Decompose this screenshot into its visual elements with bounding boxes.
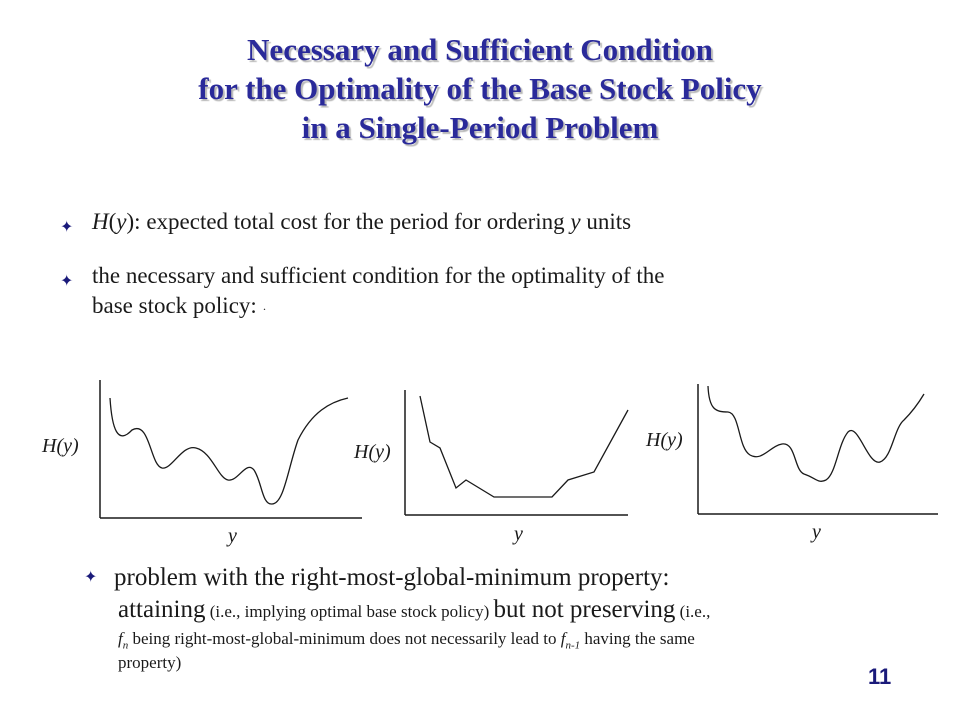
y-variable-2: y <box>570 209 581 234</box>
problem-line-1: problem with the right-most-global-minim… <box>114 564 670 591</box>
slide-title: Necessary and Sufficient Condition for t… <box>0 30 960 147</box>
bullet-star-icon: ✦ <box>60 271 74 290</box>
graph-2: H(y) y <box>353 390 629 545</box>
title-line-2: for the Optimality of the Base Stock Pol… <box>198 71 762 106</box>
page-number: 11 <box>868 664 892 689</box>
trailing-dot: · <box>262 302 267 316</box>
graph-3-ylabel: H(y) <box>645 429 683 451</box>
graph-1-xlabel: y <box>226 525 237 547</box>
graph-3-xlabel: y <box>810 521 821 543</box>
bullet-text: H(y): expected total cost for the period… <box>92 209 632 234</box>
bullet-star-icon: ✦ <box>84 567 98 586</box>
graph-3-curve <box>707 385 925 482</box>
problem-line-3: fn being right-most-global-minimum does … <box>118 629 695 652</box>
problem-line-2: attaining (i.e., implying optimal base s… <box>118 596 711 623</box>
graph-1: H(y) y <box>41 380 362 547</box>
y-variable: y <box>116 209 127 234</box>
graph-1-curve <box>109 397 349 505</box>
h-function: H <box>92 209 109 234</box>
graph-2-ylabel: H(y) <box>353 441 391 463</box>
title-line-1: Necessary and Sufficient Condition <box>247 32 713 67</box>
graph-1-ylabel: H(y) <box>41 435 79 457</box>
graph-3: H(y) y <box>645 384 938 543</box>
condition-line-2: base stock policy: · <box>92 293 267 318</box>
graph-2-xlabel: y <box>512 523 523 545</box>
bullet-star-icon: ✦ <box>60 217 74 236</box>
problem-line-4: property) <box>118 653 182 672</box>
title-line-3: in a Single-Period Problem <box>301 110 659 145</box>
graph-2-curve <box>419 395 629 498</box>
condition-line-1: the necessary and sufficient condition f… <box>92 263 665 288</box>
